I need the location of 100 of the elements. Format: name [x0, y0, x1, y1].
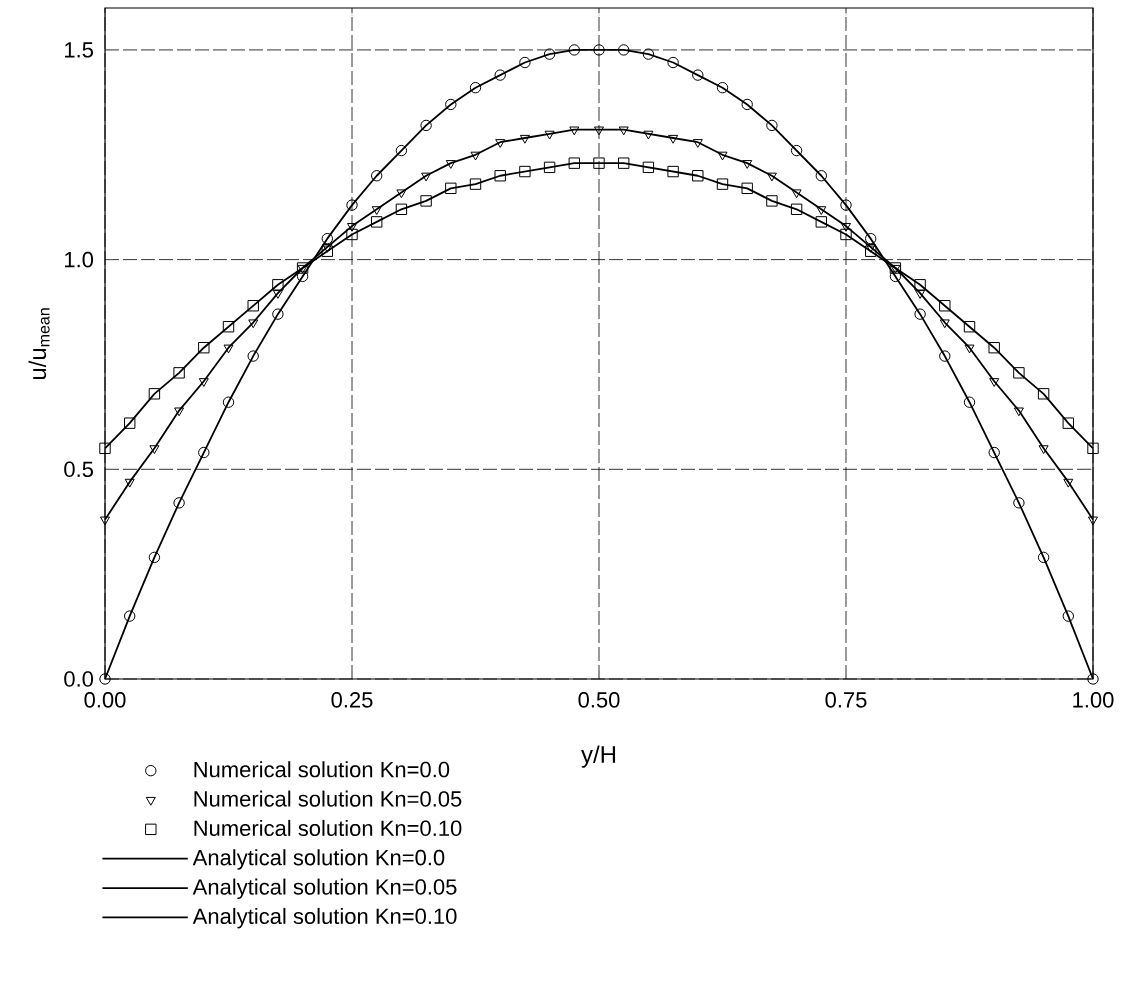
point	[495, 139, 506, 148]
point	[494, 69, 506, 81]
point	[519, 165, 531, 178]
point	[766, 172, 777, 182]
point	[914, 308, 926, 320]
point	[742, 160, 753, 169]
point	[494, 170, 506, 182]
x-axis-title: y/H	[581, 745, 616, 768]
point	[1062, 610, 1074, 622]
point	[618, 126, 629, 136]
y-tick-label: 1.0	[65, 251, 94, 268]
point	[223, 344, 234, 354]
point	[248, 319, 259, 329]
point	[568, 157, 581, 169]
point	[964, 344, 975, 354]
point	[124, 610, 136, 622]
point	[544, 130, 555, 140]
point	[470, 151, 481, 161]
point	[865, 245, 877, 257]
point	[1013, 407, 1024, 417]
x-tick-label: 0.00	[84, 692, 126, 708]
point	[420, 119, 432, 132]
point	[347, 222, 358, 232]
point	[840, 199, 852, 211]
point	[1038, 445, 1049, 455]
point	[99, 673, 111, 685]
y-tick-label: 1.5	[65, 42, 93, 58]
point	[445, 182, 457, 195]
point	[469, 81, 482, 94]
point	[124, 417, 136, 429]
point	[272, 308, 284, 320]
point	[519, 56, 531, 69]
point	[791, 189, 802, 199]
legend-label: Analytical solution Kn=0.0	[192, 849, 445, 870]
point	[667, 56, 679, 69]
point	[519, 134, 530, 144]
point	[766, 119, 778, 132]
point	[173, 367, 185, 379]
x-tick-label: 0.75	[825, 692, 867, 708]
point	[692, 69, 704, 81]
point	[543, 161, 556, 174]
point	[173, 497, 185, 509]
point	[420, 195, 432, 207]
point	[889, 270, 902, 283]
point	[865, 243, 876, 253]
point	[963, 396, 976, 408]
point	[766, 195, 778, 207]
point	[198, 378, 209, 387]
point	[247, 300, 259, 312]
point	[915, 290, 926, 299]
y-tick-label: 0.5	[64, 461, 93, 478]
point	[198, 446, 210, 459]
point	[321, 245, 333, 257]
point	[396, 189, 407, 199]
point	[149, 445, 160, 455]
point	[395, 203, 408, 215]
y-tick-label: 0.0	[64, 671, 94, 687]
point	[100, 516, 111, 526]
point	[741, 182, 753, 195]
point	[371, 206, 382, 215]
point	[1037, 551, 1050, 564]
point	[668, 134, 679, 144]
point	[569, 126, 580, 136]
point	[790, 203, 803, 215]
legend-label: Analytical solution Kn=0.05	[192, 878, 457, 900]
point	[272, 279, 284, 291]
point	[568, 44, 581, 56]
point	[865, 232, 877, 245]
point	[99, 442, 111, 455]
point	[988, 341, 1000, 354]
point	[346, 228, 358, 241]
point	[1087, 673, 1099, 685]
x-tick-label: 1.00	[1073, 692, 1114, 708]
point	[692, 139, 703, 148]
legend-label: Numerical solution Kn=0.05	[194, 790, 462, 807]
point	[148, 388, 161, 400]
x-tick-label: 0.50	[578, 692, 620, 708]
point	[445, 98, 457, 111]
point	[840, 228, 852, 241]
point	[790, 144, 803, 157]
point	[841, 222, 852, 232]
point	[988, 446, 1000, 459]
point	[148, 551, 161, 564]
point	[321, 232, 333, 245]
point	[692, 170, 704, 182]
point	[346, 199, 358, 211]
point	[222, 396, 235, 408]
point	[1087, 442, 1099, 455]
point	[593, 157, 605, 169]
point	[642, 161, 655, 174]
point	[124, 478, 135, 488]
point	[222, 321, 235, 333]
point	[594, 126, 605, 136]
point	[371, 170, 383, 182]
point	[322, 243, 333, 253]
point	[1063, 478, 1074, 488]
point	[371, 216, 383, 228]
point	[174, 407, 185, 417]
point	[667, 165, 679, 178]
x-tick-label: 0.25	[331, 692, 373, 708]
